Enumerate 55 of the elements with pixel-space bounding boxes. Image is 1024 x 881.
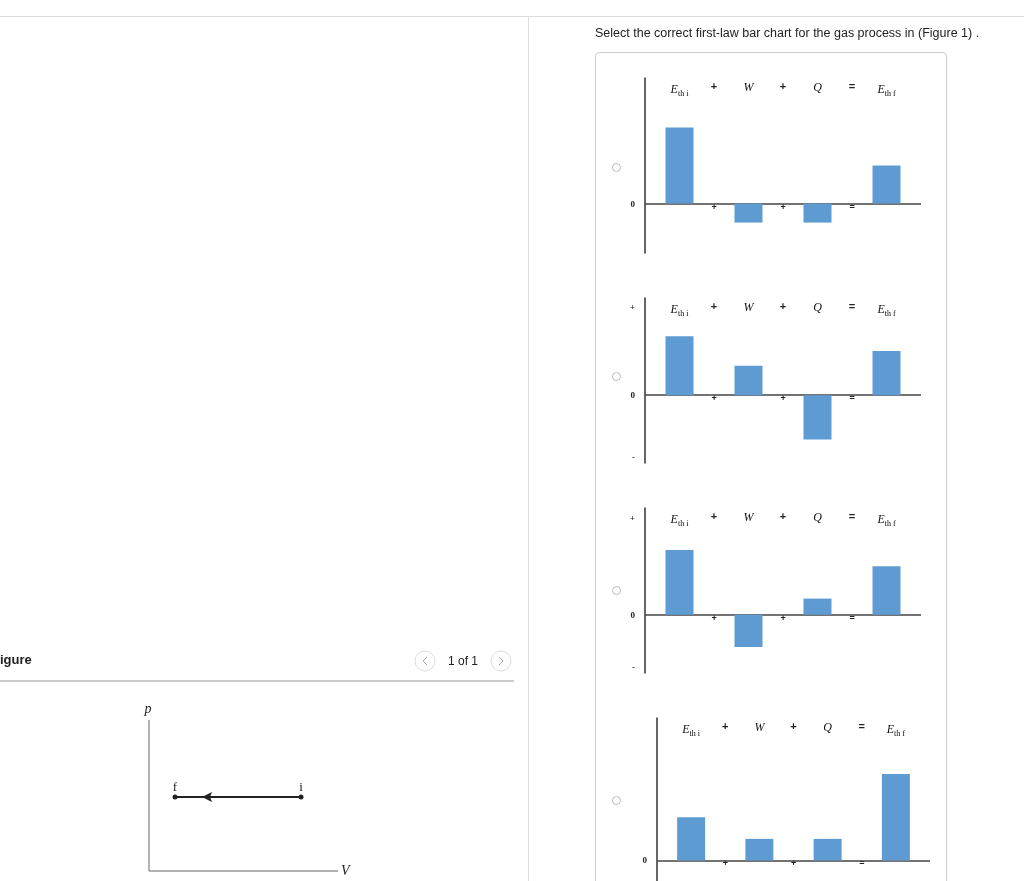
annotation: + — [780, 201, 786, 212]
x-tick-label: W — [743, 510, 755, 524]
bar — [872, 351, 901, 396]
x-tick-label: W — [743, 80, 755, 94]
bar — [665, 336, 694, 396]
annotation: + — [780, 393, 786, 404]
text: p — [143, 701, 152, 716]
x-tick-label: Q — [813, 300, 823, 314]
annotation: + — [711, 612, 717, 623]
annotation: + — [780, 612, 786, 623]
text: 1 of 1 — [447, 654, 479, 668]
annotation: = — [849, 612, 855, 623]
text: - — [632, 661, 635, 672]
text: + — [779, 300, 787, 312]
text: + — [629, 512, 635, 523]
x-tick-label: W — [743, 300, 755, 314]
text: + — [629, 301, 635, 312]
text: 0 — [642, 855, 648, 866]
text: + — [710, 80, 718, 92]
text: + — [722, 720, 729, 732]
annotation: + — [711, 393, 717, 404]
x-tick-label: Q — [813, 80, 823, 94]
text: 0 — [630, 609, 636, 620]
text: = — [848, 510, 856, 522]
annotation: + — [722, 858, 728, 869]
bar — [803, 395, 832, 440]
annotation: = — [859, 858, 865, 869]
text: - — [632, 452, 635, 463]
x-tick-label: Q — [823, 720, 833, 734]
text: V — [341, 863, 351, 878]
bar — [803, 598, 832, 615]
text: f — [172, 779, 178, 794]
text: = — [848, 300, 856, 312]
annotation: = — [849, 201, 855, 212]
text: + — [790, 720, 797, 732]
text: 0 — [630, 198, 636, 209]
annotation: + — [790, 858, 797, 869]
bar — [734, 365, 763, 396]
text: i — [299, 779, 304, 794]
text: 0 — [630, 390, 636, 401]
text: + — [779, 510, 787, 522]
text: = — [848, 80, 856, 92]
bar — [872, 566, 901, 615]
bar — [665, 550, 694, 615]
annotation: + — [711, 201, 717, 212]
text: + — [710, 510, 718, 522]
x-tick-label: Q — [813, 510, 823, 524]
text: + — [710, 300, 718, 312]
annotation: = — [849, 393, 855, 404]
x-tick-label: W — [754, 720, 766, 734]
text: + — [779, 80, 787, 92]
text: = — [858, 720, 865, 732]
text: igure — [0, 652, 32, 667]
chart-title: Select the correct first-law bar chart for the gas process in (Figure 1) . — [595, 26, 980, 40]
bar — [734, 614, 763, 648]
